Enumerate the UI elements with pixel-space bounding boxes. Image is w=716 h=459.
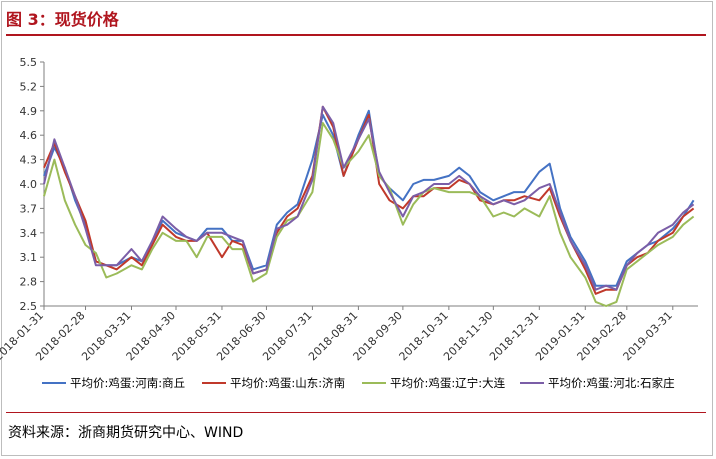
y-tick-label: 3.7 bbox=[20, 202, 38, 215]
source-rule bbox=[6, 412, 706, 413]
y-tick-label: 4.0 bbox=[20, 178, 38, 191]
y-tick-label: 3.1 bbox=[20, 251, 38, 264]
series-line-4 bbox=[43, 105, 695, 291]
title-rule bbox=[6, 34, 706, 36]
figure-title: 图 3：现货价格 bbox=[6, 10, 119, 29]
y-tick-label: 5.2 bbox=[20, 80, 38, 93]
legend-label: 平均价:鸡蛋:河南:商丘 bbox=[70, 376, 185, 390]
series-line-2 bbox=[43, 105, 695, 295]
x-tick-label: 2019-03-31 bbox=[621, 309, 675, 363]
legend-label: 平均价:鸡蛋:山东:济南 bbox=[230, 376, 345, 390]
line-chart: 2.52.83.13.43.74.04.34.64.95.25.52018-01… bbox=[0, 56, 698, 390]
chart-lines bbox=[43, 105, 695, 307]
y-tick-label: 2.8 bbox=[20, 276, 38, 289]
legend-label: 平均价:鸡蛋:河北:石家庄 bbox=[548, 376, 675, 390]
y-tick-label: 3.4 bbox=[20, 227, 38, 240]
chart-axes: 2.52.83.13.43.74.04.34.64.95.25.52018-01… bbox=[0, 56, 698, 363]
series-line-3 bbox=[43, 122, 695, 307]
legend-label: 平均价:鸡蛋:辽宁:大连 bbox=[390, 376, 506, 390]
y-tick-label: 4.6 bbox=[20, 129, 38, 142]
y-tick-label: 4.9 bbox=[20, 105, 38, 118]
source-note: 资料来源：浙商期货研究中心、WIND bbox=[8, 425, 244, 441]
chart-legend: 平均价:鸡蛋:河南:商丘 平均价:鸡蛋:山东:济南 平均价:鸡蛋:辽宁:大连 平均价:… bbox=[42, 376, 675, 390]
y-tick-label: 5.5 bbox=[20, 56, 38, 69]
y-tick-label: 2.5 bbox=[20, 300, 38, 313]
y-tick-label: 4.3 bbox=[20, 154, 38, 167]
